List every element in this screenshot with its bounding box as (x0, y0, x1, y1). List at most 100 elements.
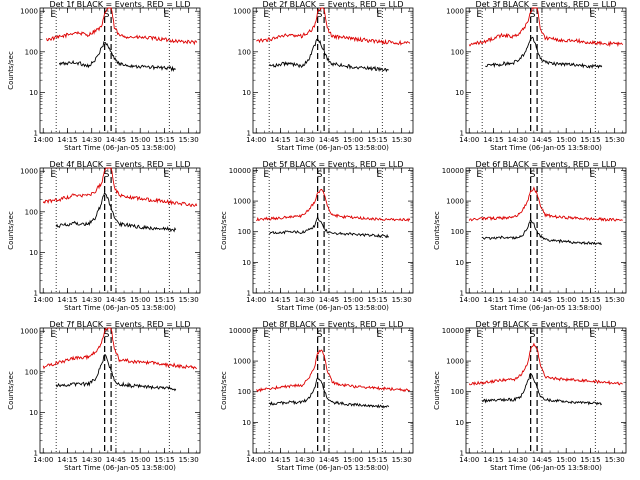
x-tick-label: 14:15 (483, 296, 503, 304)
interval-marker: E (376, 330, 382, 340)
chart-title: Det 7f BLACK = Events, RED = LLD (49, 320, 190, 329)
interval-marker: E (476, 10, 482, 20)
x-tick-label: 15:15 (367, 296, 387, 304)
y-tick-label: 1 (247, 130, 251, 138)
x-tick-label: 15:15 (367, 136, 387, 144)
y-tick-label: 10000 (229, 167, 251, 175)
interval-marker: E (376, 170, 382, 180)
x-tick-label: 14:00 (459, 296, 479, 304)
lld-series-line (46, 7, 198, 46)
x-tick-label: 15:00 (556, 456, 576, 464)
x-tick-label: 14:15 (270, 136, 290, 144)
x-tick-label: 14:30 (82, 456, 102, 464)
x-tick-label: 15:30 (392, 296, 412, 304)
y-tick-label: 1 (247, 290, 251, 298)
interval-marker: E (476, 330, 482, 340)
chart-title: Det 9f BLACK = Events, RED = LLD (475, 320, 616, 329)
interval-marker: E (376, 10, 382, 20)
plot-frame (39, 327, 201, 454)
x-axis-label: Start Time (06-Jan-05 13:58:00) (490, 144, 602, 152)
y-tick-label: 1000 (446, 358, 464, 366)
y-tick-label: 10 (29, 249, 38, 257)
y-tick-label: 100 (451, 388, 464, 396)
x-tick-label: 14:30 (82, 136, 102, 144)
y-tick-label: 100 (25, 208, 38, 216)
y-tick-label: 1000 (20, 328, 38, 336)
interval-marker: E (263, 330, 269, 340)
x-axis-label: Start Time (06-Jan-05 13:58:00) (277, 464, 389, 472)
interval-marker: E (589, 10, 595, 20)
interval-marker: E (589, 170, 595, 180)
y-tick-label: 10000 (229, 327, 251, 335)
plot-frame (39, 7, 201, 134)
x-tick-label: 15:30 (605, 136, 625, 144)
x-tick-label: 14:45 (319, 296, 339, 304)
events-series-line (55, 354, 177, 392)
chart-title: Det 1f BLACK = Events, RED = LLD (49, 0, 190, 9)
interval-marker: E (263, 170, 269, 180)
x-tick-label: 15:00 (343, 296, 363, 304)
interval-marker: S (317, 330, 323, 340)
x-tick-label: 14:00 (246, 456, 266, 464)
x-tick-label: 14:00 (33, 136, 53, 144)
x-tick-label: 15:15 (580, 136, 600, 144)
x-tick-label: 14:00 (33, 456, 53, 464)
events-series-line (481, 373, 603, 406)
interval-marker: E (50, 330, 56, 340)
plot-frame (465, 327, 627, 454)
x-axis-label: Start Time (06-Jan-05 13:58:00) (277, 144, 389, 152)
x-axis-label: Start Time (06-Jan-05 13:58:00) (277, 304, 389, 312)
plot-frame (39, 167, 201, 294)
x-tick-label: 15:15 (367, 456, 387, 464)
x-tick-label: 14:15 (270, 296, 290, 304)
x-tick-label: 14:45 (532, 296, 552, 304)
x-tick-label: 14:30 (295, 296, 315, 304)
interval-marker: S (104, 170, 110, 180)
x-tick-label: 14:15 (57, 456, 77, 464)
interval-marker: E (263, 10, 269, 20)
chart-panel: Det 9f BLACK = Events, RED = LLD 1 10 100 10… (433, 320, 627, 472)
events-series-line (55, 191, 177, 233)
chart-panel: Det 8f BLACK = Events, RED = LLD 1 10 100 10… (220, 320, 414, 472)
x-tick-label: 15:15 (580, 296, 600, 304)
y-tick-label: 1 (460, 130, 464, 138)
x-tick-label: 14:30 (295, 136, 315, 144)
interval-marker: E (50, 10, 56, 20)
plot-frame (252, 167, 414, 294)
x-tick-label: 14:45 (106, 296, 126, 304)
x-axis-label: Start Time (06-Jan-05 13:58:00) (64, 304, 176, 312)
x-tick-label: 15:15 (154, 456, 174, 464)
x-tick-label: 15:30 (392, 456, 412, 464)
x-tick-label: 14:15 (270, 456, 290, 464)
x-tick-label: 14:00 (246, 296, 266, 304)
y-axis-label: Counts/sec (7, 371, 15, 410)
y-tick-label: 10000 (442, 327, 464, 335)
interval-marker: E (163, 170, 169, 180)
chart-panel: Det 4f BLACK = Events, RED = LLD 1 10 100 10… (7, 160, 201, 312)
interval-marker: S (530, 170, 536, 180)
events-series-line (58, 40, 176, 72)
x-tick-label: 14:45 (319, 456, 339, 464)
y-axis-label: Counts/sec (7, 51, 15, 90)
y-tick-label: 1000 (20, 8, 38, 16)
y-tick-label: 10 (29, 89, 38, 97)
y-tick-label: 100 (25, 48, 38, 56)
x-tick-label: 14:00 (459, 456, 479, 464)
y-tick-label: 1000 (233, 198, 251, 206)
y-axis-label: Counts/sec (220, 211, 228, 250)
y-tick-label: 100 (25, 368, 38, 376)
y-tick-label: 10 (242, 419, 251, 427)
events-series-line (481, 217, 603, 246)
y-tick-label: 10 (455, 259, 464, 267)
interval-marker: E (589, 330, 595, 340)
x-tick-label: 14:45 (106, 456, 126, 464)
lld-series-line (256, 349, 410, 393)
y-tick-label: 10 (455, 419, 464, 427)
y-tick-label: 1 (34, 450, 38, 458)
x-tick-label: 14:15 (57, 136, 77, 144)
x-tick-label: 15:15 (580, 456, 600, 464)
x-tick-label: 15:00 (343, 136, 363, 144)
chart-title: Det 5f BLACK = Events, RED = LLD (262, 160, 403, 169)
x-tick-label: 14:15 (483, 136, 503, 144)
x-tick-label: 14:30 (508, 456, 528, 464)
